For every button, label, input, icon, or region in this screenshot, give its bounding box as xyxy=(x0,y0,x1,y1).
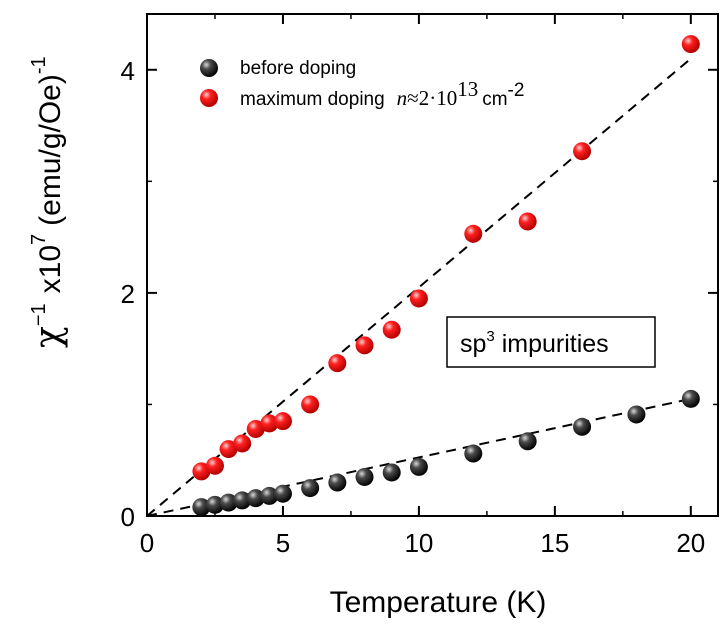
point-maximum-doping xyxy=(382,320,401,339)
point-before-doping xyxy=(260,486,279,505)
point-before-doping xyxy=(328,473,347,492)
point-maximum-doping xyxy=(409,289,428,308)
point-before-doping xyxy=(518,432,537,451)
point-before-doping xyxy=(301,479,320,498)
point-maximum-doping xyxy=(260,414,279,433)
point-maximum-doping xyxy=(301,395,320,414)
legend-math-approx: ≈ xyxy=(407,86,419,110)
x-tick-label: 10 xyxy=(404,528,433,558)
point-before-doping xyxy=(233,491,252,510)
y-label-chi-exp: −1 xyxy=(28,303,50,326)
point-before-doping xyxy=(192,498,211,517)
legend-marker-maximum-doping xyxy=(200,89,218,107)
x-tick-label: 5 xyxy=(276,528,290,558)
point-maximum-doping xyxy=(233,434,252,453)
data-points xyxy=(192,35,700,517)
plot-frame xyxy=(146,13,719,517)
point-maximum-doping xyxy=(192,462,211,481)
point-before-doping xyxy=(382,463,401,482)
point-before-doping xyxy=(355,467,374,486)
legend-label-maximum-doping: maximum doping n≈2·1013 cm-2 xyxy=(240,77,524,110)
x-tick-label: 15 xyxy=(540,528,569,558)
point-maximum-doping xyxy=(273,412,292,431)
point-maximum-doping xyxy=(573,142,592,161)
y-label-mult-exp: 7 xyxy=(28,234,50,245)
point-maximum-doping xyxy=(205,456,224,475)
annotation-text: sp3 impurities xyxy=(460,328,609,358)
x-axis-label: Temperature (K) xyxy=(330,586,547,619)
legend-math-var: n xyxy=(397,86,408,110)
y-label-units-exp: -1 xyxy=(28,56,50,74)
legend-math-coeff-exp: 13 xyxy=(457,77,478,101)
y-label-chi: χ xyxy=(28,326,69,348)
legend-math-unit: cm xyxy=(482,89,507,110)
point-before-doping xyxy=(409,457,428,476)
legend-label-maximum-doping-text: maximum doping xyxy=(240,89,385,110)
point-before-doping xyxy=(573,417,592,436)
y-tick-label: 0 xyxy=(121,502,135,532)
point-maximum-doping xyxy=(518,212,537,231)
legend-marker-before-doping xyxy=(200,59,218,77)
point-maximum-doping xyxy=(246,419,265,438)
point-before-doping xyxy=(464,444,483,463)
annotation-sup: 3 xyxy=(486,328,494,345)
point-before-doping xyxy=(273,484,292,503)
y-label-units: (emu/g/Oe) xyxy=(34,74,67,226)
legend-math-unit-exp: -2 xyxy=(508,80,525,101)
y-tick-label: 4 xyxy=(121,56,135,86)
point-before-doping xyxy=(219,493,238,512)
y-tick-label: 2 xyxy=(121,279,135,309)
x-tick-label: 0 xyxy=(140,528,154,558)
point-maximum-doping xyxy=(355,336,374,355)
point-maximum-doping xyxy=(681,35,700,54)
point-before-doping xyxy=(681,389,700,408)
annotation-base: sp xyxy=(460,330,486,358)
point-maximum-doping xyxy=(219,440,238,459)
point-before-doping xyxy=(246,489,265,508)
legend-math-coeff: 2·10 xyxy=(419,86,458,110)
annotation-box: sp3 impurities xyxy=(446,316,656,368)
point-maximum-doping xyxy=(464,224,483,243)
point-before-doping xyxy=(627,405,646,424)
legend-label-before-doping: before doping xyxy=(240,58,356,79)
y-axis-label: χ−1 x107 (emu/g/Oe)-1 xyxy=(28,56,69,348)
x-tick-label: 20 xyxy=(676,528,705,558)
annotation-frame xyxy=(446,316,656,368)
point-before-doping xyxy=(205,495,224,514)
legend-marker-dot xyxy=(200,59,218,77)
legend-marker-dot xyxy=(200,89,218,107)
point-maximum-doping xyxy=(328,354,347,373)
annotation-rest: impurities xyxy=(495,330,609,358)
y-label-mult: x10 xyxy=(34,245,67,293)
axis-ticks: 0 5 10 15 20 0 2 4 xyxy=(121,14,718,558)
legend: before doping maximum doping n≈2·1013 cm-… xyxy=(200,58,524,110)
